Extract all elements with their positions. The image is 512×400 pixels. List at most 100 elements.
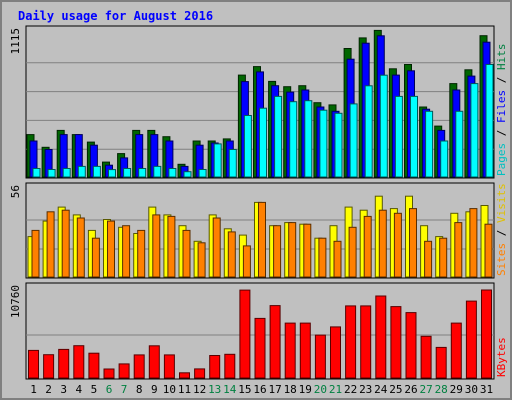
bar-pages-day-26	[410, 95, 418, 178]
bar-sites-day-9	[152, 214, 161, 278]
bar-kbytes-day-22	[345, 305, 357, 379]
bar-sites-day-27	[424, 240, 433, 278]
bar-pages-day-24	[379, 74, 388, 178]
bar-pages-day-25	[394, 95, 403, 178]
bar-kbytes-day-5	[88, 352, 100, 379]
bar-kbytes-day-11	[179, 372, 190, 379]
bar-kbytes-day-15	[239, 289, 251, 379]
x-tick-label: 2	[45, 383, 52, 396]
bar-pages-day-4	[77, 165, 86, 178]
x-tick-label: 26	[404, 383, 417, 396]
bar-pages-day-30	[470, 83, 479, 178]
bar-pages-day-20	[319, 109, 328, 178]
x-tick-label: 25	[389, 383, 402, 396]
bar-sites-day-31	[484, 223, 493, 278]
series-legend: KBytes	[495, 337, 508, 377]
bar-pages-day-18	[289, 101, 298, 178]
bar-sites-day-20	[318, 237, 327, 278]
x-tick-label: 4	[75, 383, 82, 396]
y-max-label: 1115	[9, 28, 22, 55]
x-tick-label: 12	[193, 383, 206, 396]
chart-panel-2: 56 Sites / Visits	[9, 182, 508, 279]
bar-kbytes-day-18	[284, 322, 296, 379]
bar-kbytes-day-28	[435, 346, 447, 379]
bar-kbytes-day-9	[148, 345, 160, 379]
bar-pages-day-16	[259, 107, 267, 178]
x-tick-label: 18	[284, 383, 297, 396]
chart-panel-1: 1115 Pages / Files / Hits	[9, 25, 508, 179]
bar-pages-day-8	[138, 168, 147, 178]
bar-pages-day-28	[440, 140, 449, 178]
bar-pages-day-15	[243, 115, 252, 178]
bar-pages-day-11	[183, 171, 192, 178]
bar-pages-day-23	[364, 85, 373, 178]
bar-sites-day-6	[107, 220, 115, 278]
bar-kbytes-day-16	[254, 317, 266, 379]
bar-sites-day-4	[76, 217, 85, 278]
bar-sites-day-2	[46, 211, 55, 278]
bar-sites-day-1	[31, 229, 40, 278]
x-tick-label: 8	[136, 383, 143, 396]
x-tick-label: 16	[253, 383, 266, 396]
bar-pages-day-21	[334, 112, 343, 178]
bar-kbytes-day-1	[28, 349, 39, 379]
bar-kbytes-day-29	[450, 322, 462, 379]
bar-sites-day-29	[454, 222, 463, 278]
x-tick-label: 30	[465, 383, 478, 396]
legend-separator: /	[495, 123, 508, 143]
bar-sites-day-18	[288, 222, 297, 278]
bar-pages-day-2	[47, 169, 56, 178]
bar-pages-day-27	[425, 110, 434, 178]
bar-sites-day-25	[393, 212, 402, 278]
bar-kbytes-day-14	[224, 353, 236, 379]
bar-sites-day-24	[378, 209, 387, 278]
bar-kbytes-day-10	[163, 354, 175, 379]
x-tick-label: 5	[91, 383, 98, 396]
bar-sites-day-30	[469, 208, 478, 278]
bar-kbytes-day-13	[209, 355, 221, 379]
bar-sites-day-8	[137, 229, 146, 278]
x-tick-label: 1	[30, 383, 37, 396]
x-tick-label: 29	[450, 383, 463, 396]
x-tick-label: 22	[344, 383, 357, 396]
bar-pages-day-31	[485, 64, 494, 178]
legend-separator: /	[495, 223, 508, 243]
bar-sites-day-15	[242, 245, 251, 278]
bar-sites-day-5	[91, 237, 100, 278]
bar-pages-day-5	[92, 165, 101, 178]
bar-pages-day-6	[108, 169, 116, 178]
bar-kbytes-day-21	[330, 326, 341, 379]
bar-kbytes-day-8	[133, 354, 145, 379]
bar-kbytes-day-17	[269, 305, 281, 379]
bar-kbytes-day-7	[118, 363, 130, 379]
x-tick-label: 21	[329, 383, 342, 396]
y-max-label: 10760	[9, 285, 22, 318]
bar-kbytes-day-4	[73, 345, 85, 379]
bar-kbytes-day-25	[390, 306, 402, 379]
x-tick-label: 14	[223, 383, 237, 396]
bar-sites-day-19	[303, 223, 312, 278]
x-tick-label: 10	[163, 383, 176, 396]
bar-sites-day-10	[167, 215, 176, 278]
x-tick-label: 9	[151, 383, 158, 396]
bar-kbytes-day-31	[481, 289, 492, 379]
bar-kbytes-day-26	[405, 312, 417, 379]
bar-sites-day-12	[197, 242, 206, 278]
bar-sites-day-28	[439, 237, 448, 278]
bar-pages-day-29	[455, 110, 464, 178]
bar-kbytes-day-6	[103, 368, 115, 379]
bar-pages-day-14	[228, 149, 237, 178]
x-tick-label: 20	[314, 383, 327, 396]
series-legend: Pages / Files / Hits	[495, 44, 508, 177]
x-tick-label: 19	[299, 383, 312, 396]
bar-pages-day-7	[123, 168, 132, 178]
legend-visits: Visits	[495, 183, 508, 223]
bar-pages-day-9	[153, 165, 162, 178]
bar-sites-day-22	[348, 226, 357, 278]
x-tick-label: 3	[60, 383, 67, 396]
legend-sites: Sites	[495, 243, 508, 276]
legend-files: Files	[495, 90, 508, 123]
bar-pages-day-1	[32, 168, 41, 178]
bar-kbytes-day-24	[375, 295, 387, 379]
